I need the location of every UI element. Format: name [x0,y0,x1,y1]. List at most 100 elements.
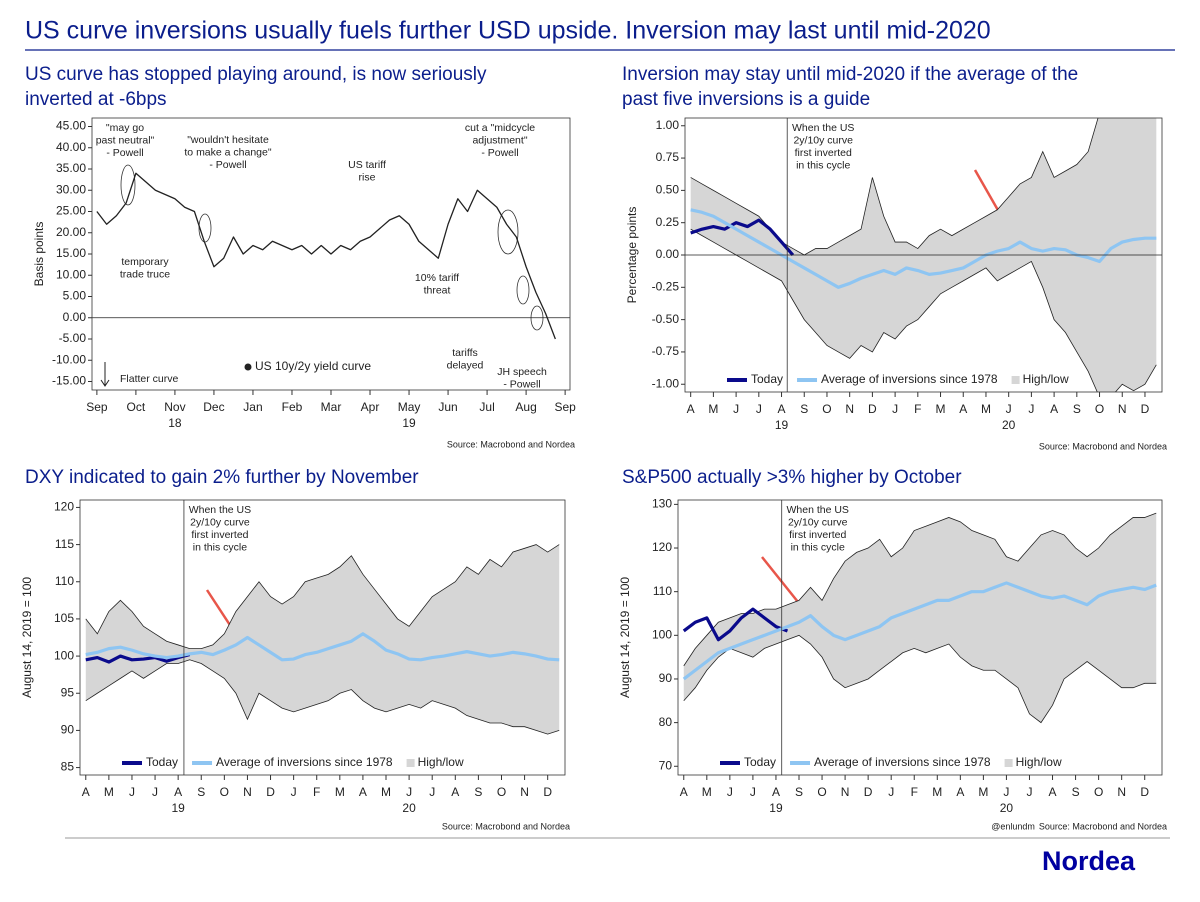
x-tick-label: Mar [321,400,342,414]
annotation: adjustment" [472,134,527,146]
chart-subtitle: S&P500 actually >3% higher by October [622,467,962,488]
y-tick-label: -10.00 [52,352,86,366]
x-year-label: 19 [769,801,783,815]
x-tick-label: J [888,785,894,799]
x-year-label: 19 [171,801,185,815]
legend-label: Average of inversions since 1978 [216,755,393,769]
x-tick-label: A [451,785,459,799]
x-tick-label: O [1094,785,1103,799]
x-year-label: 20 [1002,418,1016,432]
flatter-arrow-head [100,379,110,387]
y-tick-label: -1.00 [652,376,680,390]
annotation: first inverted [191,529,248,541]
legend-label: Average of inversions since 1978 [821,372,998,386]
x-year-label: 20 [1000,801,1014,815]
x-tick-label: J [756,402,762,416]
chart-subtitle: US curve has stopped playing around, is … [25,64,487,85]
x-tick-label: M [981,402,991,416]
y-tick-label: 70 [659,758,673,772]
annotation: cut a "midcycle [465,122,535,134]
x-tick-label: Dec [203,400,224,414]
x-tick-label: N [243,785,252,799]
legend-swatch [406,759,415,767]
x-tick-label: J [1003,785,1009,799]
x-tick-label: M [936,402,946,416]
x-tick-label: O [822,402,831,416]
x-tick-label: Aug [515,400,536,414]
x-tick-label: Apr [361,400,380,414]
annotation: temporary [121,256,169,268]
y-tick-label: 45.00 [56,119,86,133]
x-tick-label: O [817,785,826,799]
annotation: tariffs [452,347,477,359]
source: Source: Macrobond and Nordea [442,821,570,831]
x-tick-label: N [1117,785,1126,799]
annotation: trade truce [120,268,170,280]
annotation: past neutral" [96,134,155,146]
chart-subtitle: Inversion may stay until mid-2020 if the… [622,64,1078,85]
y-tick-label: 0.25 [656,215,680,229]
annotation: US tariff [348,159,386,171]
annotation: in this cycle [791,541,845,553]
annotation: "wouldn't hesitate [187,134,269,146]
x-tick-label: N [845,402,854,416]
x-tick-label: D [868,402,877,416]
x-tick-label: Oct [127,400,146,414]
y-axis-label: August 14, 2019 = 100 [618,577,632,698]
y-tick-label: 100 [652,627,672,641]
annotation: in this cycle [796,159,850,171]
x-tick-label: J [129,785,135,799]
x-tick-label: D [1141,402,1150,416]
legend-label: US 10y/2y yield curve [255,359,371,373]
x-tick-label: A [359,785,367,799]
x-tick-label: J [733,402,739,416]
legend-swatch [1011,376,1020,384]
x-tick-label: A [778,402,786,416]
series-line [682,607,789,642]
y-tick-label: -0.75 [652,344,680,358]
series-line [682,581,1157,681]
legend-swatch [244,363,252,371]
y-tick-label: 1.00 [656,118,680,132]
x-tick-label: O [220,785,229,799]
y-tick-label: 80 [659,715,673,729]
y-tick-label: 115 [55,537,74,551]
x-tick-label: A [687,402,695,416]
y-tick-label: 20.00 [56,225,86,239]
band-fill [85,544,560,735]
x-tick-label: J [750,785,756,799]
brand: Nordea [1042,846,1136,876]
y-tick-label: 105 [54,611,74,625]
annotation: 10% tariff [415,272,459,284]
y-tick-label: 40.00 [56,140,86,154]
annotation: 2y/10y curve [793,134,853,146]
y-tick-label: 30.00 [56,182,86,196]
x-tick-label: A [956,785,964,799]
x-tick-label: Jul [479,400,494,414]
annotation: - Powell [481,147,518,159]
y-tick-label: -0.25 [652,279,680,293]
y-axis-label: August 14, 2019 = 100 [20,577,34,698]
legend-label: Today [146,755,178,769]
y-tick-label: 110 [55,574,74,588]
band-high [683,512,1157,667]
x-tick-label: Sep [554,400,576,414]
legend-label: Today [751,372,783,386]
band-low [85,659,560,735]
y-tick-label: -5.00 [59,331,87,345]
annotation: When the US [189,504,251,516]
legend-label: High/low [418,755,464,769]
x-tick-label: S [800,402,808,416]
x-tick-label: Feb [282,400,303,414]
legend-label: Today [744,755,776,769]
legend-label: High/low [1023,372,1069,386]
band-fill [683,513,1157,723]
x-tick-label: D [266,785,275,799]
x-tick-label: A [959,402,967,416]
plot [85,544,560,735]
y-tick-label: -0.50 [652,312,680,326]
y-tick-label: 0.75 [656,150,680,164]
annotation: first inverted [789,529,846,541]
band-high [85,544,560,650]
x-tick-label: F [914,402,921,416]
